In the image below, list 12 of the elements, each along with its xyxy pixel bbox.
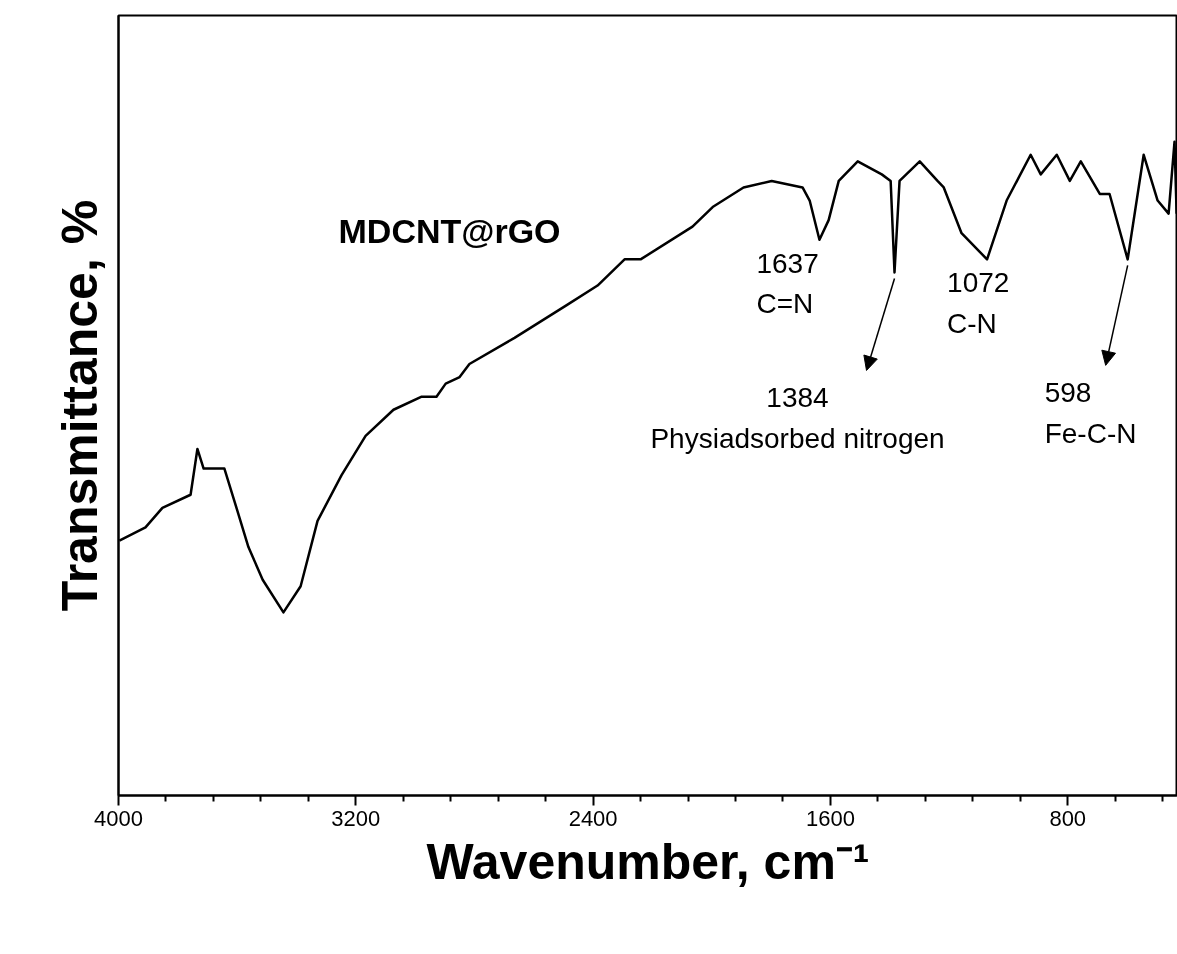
x-tick-label: 2400 (568, 805, 618, 831)
x-axis-title: Wavenumber, cm⁻¹ (426, 833, 870, 890)
y-axis-title: Transmittance, % (51, 199, 108, 612)
annotation: 1637 C=N (756, 247, 819, 320)
text: MDCNT@rGO (338, 211, 561, 250)
x-tick-label: 3200 (331, 805, 381, 831)
annotation: 598 Fe-C-N (1044, 377, 1137, 449)
x-tick-label: 800 (1049, 805, 1087, 831)
x-tick-label: 1600 (805, 805, 855, 831)
x-tick-label: 4000 (94, 805, 143, 831)
annotation: 1072 C-N (947, 267, 1010, 339)
annotation: 1384 Physiadsorbed nitrogen (650, 382, 945, 454)
